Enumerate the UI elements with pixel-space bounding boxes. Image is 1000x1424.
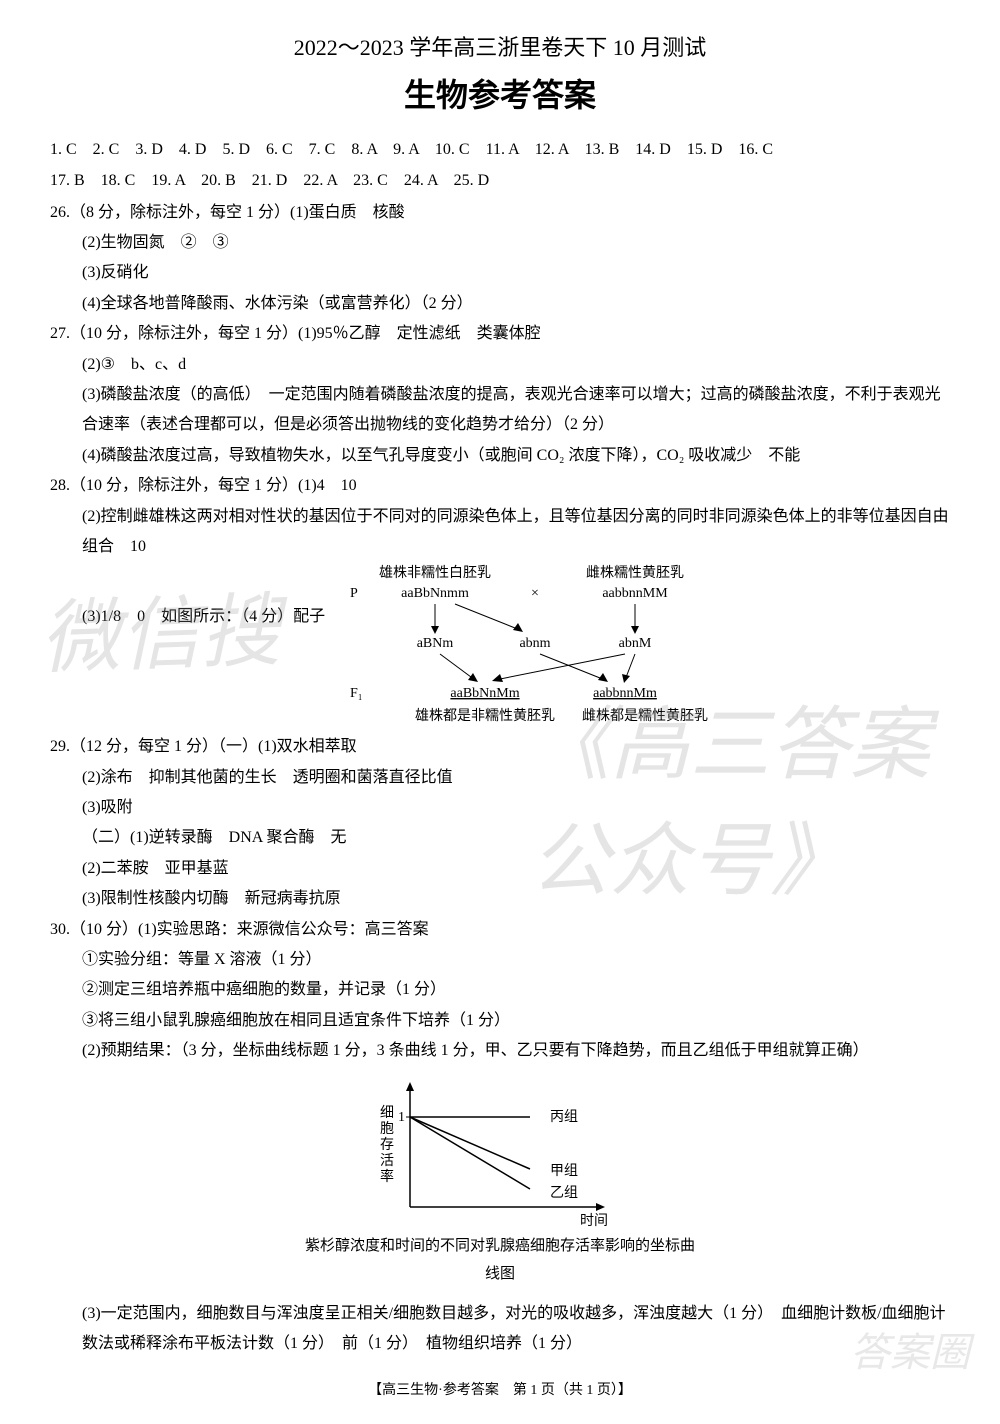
svg-text:1: 1 [398,1110,405,1125]
q29-part3: (3)吸附 [50,793,950,823]
svg-text:时间: 时间 [580,1213,608,1227]
svg-text:乙组: 乙组 [550,1185,578,1201]
q30-head: 30.（10 分）(1)实验思路：来源微信公众号：高三答案 [50,915,950,945]
svg-text:雌株都是糯性黄胚乳: 雌株都是糯性黄胚乳 [582,707,708,724]
svg-text:甲组: 甲组 [550,1163,578,1179]
survival-chart: 细 胞 存 活 率 1 时间 丙组 甲组 乙组 紫杉醇浓度和时间的不同对乳腺癌细… [300,1077,700,1289]
question-28: 28.（10 分，除标注外，每空 1 分）(1)4 10 (2)控制雌雄株这两对… [50,471,950,732]
q29-part5: (2)二苯胺 亚甲基蓝 [50,854,950,884]
svg-text:雄株非糯性白胚乳: 雄株非糯性白胚乳 [379,565,491,581]
svg-text:丙组: 丙组 [550,1109,578,1125]
q30-part1: ①实验分组：等量 X 溶液（1 分） [50,945,950,975]
question-27: 27.（10 分，除标注外，每空 1 分）(1)95％乙醇 定性滤纸 类囊体腔 … [50,319,950,471]
svg-text:×: × [531,586,539,601]
q26-head: 26.（8 分，除标注外，每空 1 分）(1)蛋白质 核酸 [50,198,950,228]
question-29: 29.（12 分，每空 1 分）（一）(1)双水相萃取 (2)涂布 抑制其他菌的… [50,732,950,914]
svg-text:abnm: abnm [520,636,551,651]
q26-part4: (4)全球各地普降酸雨、水体污染（或富营养化）（2 分） [50,289,950,319]
page-subtitle: 2022～2023 学年高三浙里卷天下 10 月测试 [50,30,950,62]
q29-part2: (2)涂布 抑制其他菌的生长 透明圈和菌落直径比值 [50,763,950,793]
svg-text:F₁: F₁ [350,686,363,701]
q27-part3: (3)磷酸盐浓度（的高低） 一定范围内随着磷酸盐浓度的提高，表观光合速率可以增大… [50,380,950,441]
mc-answer-row: 17. B 18. C 19. A 20. B 21. D 22. A 23. … [50,167,950,196]
q27-part2: (2)③ b、c、d [50,350,950,380]
svg-text:aaBbNnMm: aaBbNnMm [451,686,520,701]
svg-text:胞: 胞 [380,1121,394,1137]
svg-text:活: 活 [380,1153,394,1169]
question-26: 26.（8 分，除标注外，每空 1 分）(1)蛋白质 核酸 (2)生物固氮 ② … [50,198,950,320]
q28-head: 28.（10 分，除标注外，每空 1 分）(1)4 10 [50,471,950,501]
svg-text:abnM: abnM [619,636,652,651]
svg-text:aBNm: aBNm [417,636,454,651]
q26-part2: (2)生物固氮 ② ③ [50,228,950,258]
chart-caption: 紫杉醇浓度和时间的不同对乳腺癌细胞存活率影响的坐标曲线图 [300,1232,700,1289]
q29-head: 29.（12 分，每空 1 分）（一）(1)双水相萃取 [50,732,950,762]
genetic-cross-diagram: 雄株非糯性白胚乳 雌株糯性黄胚乳 P aaBbNnmm × aabbnnMM a… [345,562,765,732]
q27-head: 27.（10 分，除标注外，每空 1 分）(1)95％乙醇 定性滤纸 类囊体腔 [50,319,950,349]
chart-ylabel: 细 [380,1105,394,1121]
q28-part3: (3)1/8 0 如图所示：（4 分）配子 [50,562,325,632]
svg-text:aaBbNnmm: aaBbNnmm [401,586,469,601]
svg-text:P: P [350,586,358,601]
chart-svg: 细 胞 存 活 率 1 时间 丙组 甲组 乙组 [350,1077,650,1227]
question-30: 30.（10 分）(1)实验思路：来源微信公众号：高三答案 ①实验分组：等量 X… [50,915,950,1360]
page-title: 生物参考答案 [50,70,950,116]
svg-text:雌株糯性黄胚乳: 雌株糯性黄胚乳 [586,564,684,581]
q30-part5: (3)一定范围内，细胞数目与浑浊度呈正相关/细胞数目越多，对光的吸收越多，浑浊度… [50,1299,950,1360]
svg-text:aabbnnMM: aabbnnMM [602,586,668,601]
svg-text:率: 率 [380,1168,394,1185]
q30-part4: (2)预期结果：（3 分，坐标曲线标题 1 分，3 条曲线 1 分，甲、乙只要有… [50,1036,950,1066]
mc-answer-row: 1. C 2. C 3. D 4. D 5. D 6. C 7. C 8. A … [50,136,950,165]
q29-part4: （二）(1)逆转录酶 DNA 聚合酶 无 [50,823,950,853]
cross-svg: 雄株非糯性白胚乳 雌株糯性黄胚乳 P aaBbNnmm × aabbnnMM a… [345,562,765,732]
svg-text:aabbnnMm: aabbnnMm [593,686,657,701]
q28-part2: (2)控制雌雄株这两对相对性状的基因位于不同对的同源染色体上，且等位基因分离的同… [50,502,950,563]
svg-text:雄株都是非糯性黄胚乳: 雄株都是非糯性黄胚乳 [415,707,555,724]
q26-part3: (3)反硝化 [50,258,950,288]
page-footer: 【高三生物·参考答案 第 1 页（共 1 页）】 [50,1379,950,1399]
q27-part4: (4)磷酸盐浓度过高，导致植物失水，以至气孔导度变小（或胞间 CO₂ 浓度下降）… [50,441,950,471]
svg-text:存: 存 [380,1137,394,1153]
q30-part2: ②测定三组培养瓶中癌细胞的数量，并记录（1 分） [50,975,950,1005]
q30-part3: ③将三组小鼠乳腺癌细胞放在相同且适宜条件下培养（1 分） [50,1006,950,1036]
q29-part6: (3)限制性核酸内切酶 新冠病毒抗原 [50,884,950,914]
